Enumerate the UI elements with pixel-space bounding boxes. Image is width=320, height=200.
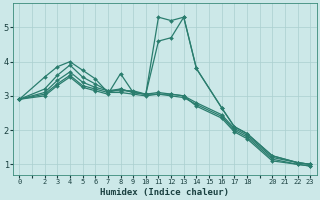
X-axis label: Humidex (Indice chaleur): Humidex (Indice chaleur) <box>100 188 229 197</box>
